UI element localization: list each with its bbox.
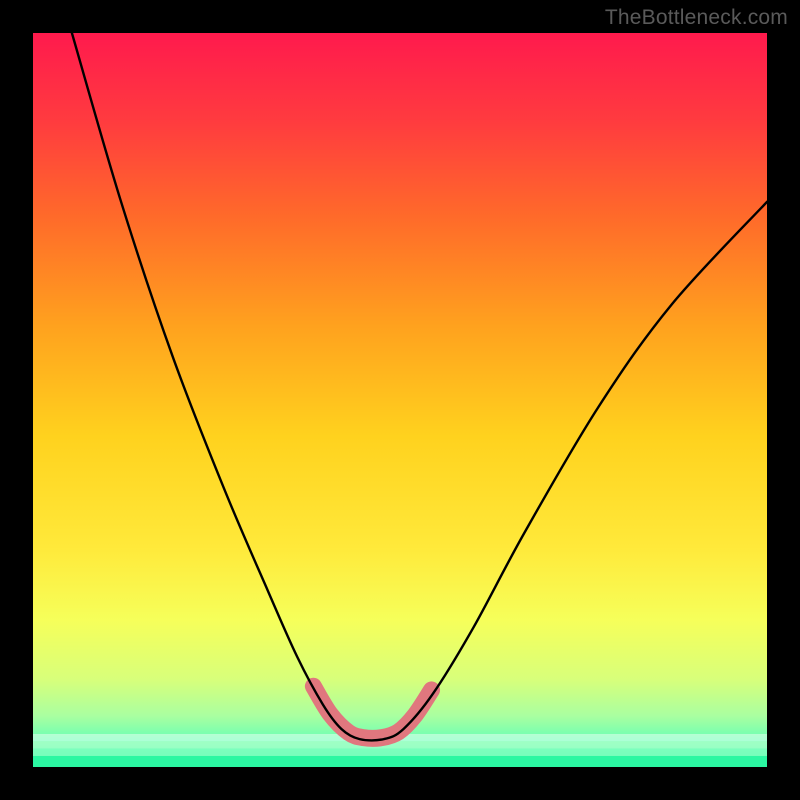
plot-area xyxy=(33,33,767,767)
gradient-background xyxy=(33,33,767,767)
watermark-text: TheBottleneck.com xyxy=(605,6,788,30)
bottleneck-chart xyxy=(0,0,800,800)
